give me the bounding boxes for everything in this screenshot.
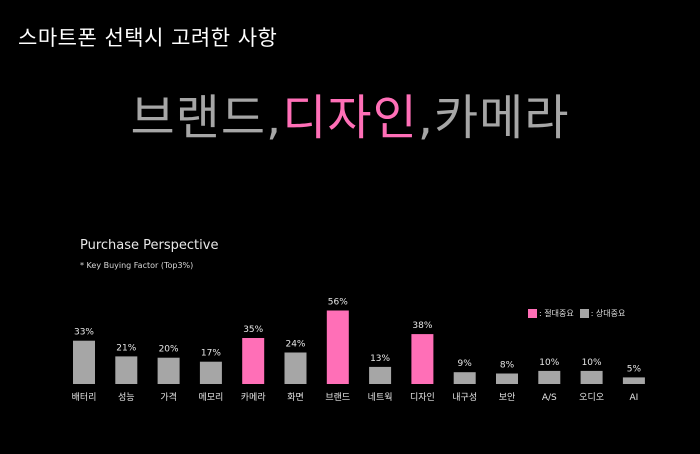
value-label-12: 10% — [539, 358, 559, 368]
bar-1 — [73, 340, 95, 384]
slide-title: 스마트폰 선택시 고려한 사항 — [18, 26, 278, 50]
category-label-7: 브랜드 — [325, 392, 350, 403]
category-label-6: 화면 — [287, 392, 304, 403]
bar-12 — [538, 370, 561, 384]
bar-9 — [411, 334, 434, 384]
value-label-14: 5% — [627, 364, 642, 374]
category-label-10: 내구성 — [452, 392, 477, 403]
category-label-5: 카메라 — [241, 392, 267, 403]
category-label-14: AI — [629, 393, 638, 403]
category-label-3: 가격 — [160, 391, 177, 403]
category-label-11: 보안 — [499, 392, 516, 403]
chart-subtitle: * Key Buying Factor (Top3%) — [80, 261, 194, 270]
category-label-13: 오디오 — [579, 392, 604, 403]
headline-part-brand: 브랜드, — [130, 90, 283, 146]
value-label-3: 20% — [159, 345, 179, 355]
category-label-12: A/S — [542, 393, 557, 403]
headline: 브랜드,디자인,카메라 — [0, 78, 700, 148]
value-label-6: 24% — [285, 340, 305, 350]
headline-part-design: 디자인 — [282, 90, 418, 146]
legend-item-relative: : 상대중요 — [579, 308, 626, 319]
value-label-8: 13% — [370, 354, 390, 364]
value-label-9: 38% — [412, 321, 432, 331]
value-label-2: 21% — [116, 343, 136, 353]
value-label-5: 35% — [243, 325, 263, 335]
bar-7 — [326, 310, 349, 384]
bar-3 — [157, 357, 180, 384]
category-label-8: 네트웍 — [368, 392, 393, 403]
headline-part-camera: ,카메라 — [417, 90, 570, 146]
bar-13 — [580, 370, 603, 384]
bar-10 — [453, 372, 476, 384]
bar-14 — [622, 377, 645, 384]
value-label-1: 33% — [74, 328, 94, 338]
legend-swatch-relative — [579, 309, 589, 318]
value-label-7: 56% — [328, 298, 348, 308]
value-label-4: 17% — [201, 349, 221, 359]
category-label-9: 디자인 — [410, 392, 435, 403]
bar-8 — [369, 366, 392, 384]
value-label-10: 9% — [458, 359, 473, 369]
bar-5 — [242, 338, 265, 384]
chart-title: Purchase Perspective — [80, 238, 219, 253]
legend-item-absolute: : 절대중요 — [528, 308, 574, 319]
value-label-11: 8% — [500, 361, 515, 371]
legend-label-absolute: : 절대중요 — [539, 309, 574, 318]
bar-4 — [199, 361, 222, 384]
category-label-2: 성능 — [118, 392, 135, 403]
value-label-13: 10% — [582, 358, 602, 368]
bar-6 — [284, 352, 307, 384]
category-label-4: 메모리 — [198, 392, 223, 403]
chart-legend: : 절대중요 : 상대중요 — [528, 308, 631, 319]
bar-2 — [115, 356, 138, 384]
legend-label-relative: : 상대중요 — [590, 309, 626, 318]
legend-swatch-absolute — [528, 309, 537, 318]
bar-11 — [496, 373, 518, 384]
category-label-1: 배터리 — [72, 392, 97, 403]
